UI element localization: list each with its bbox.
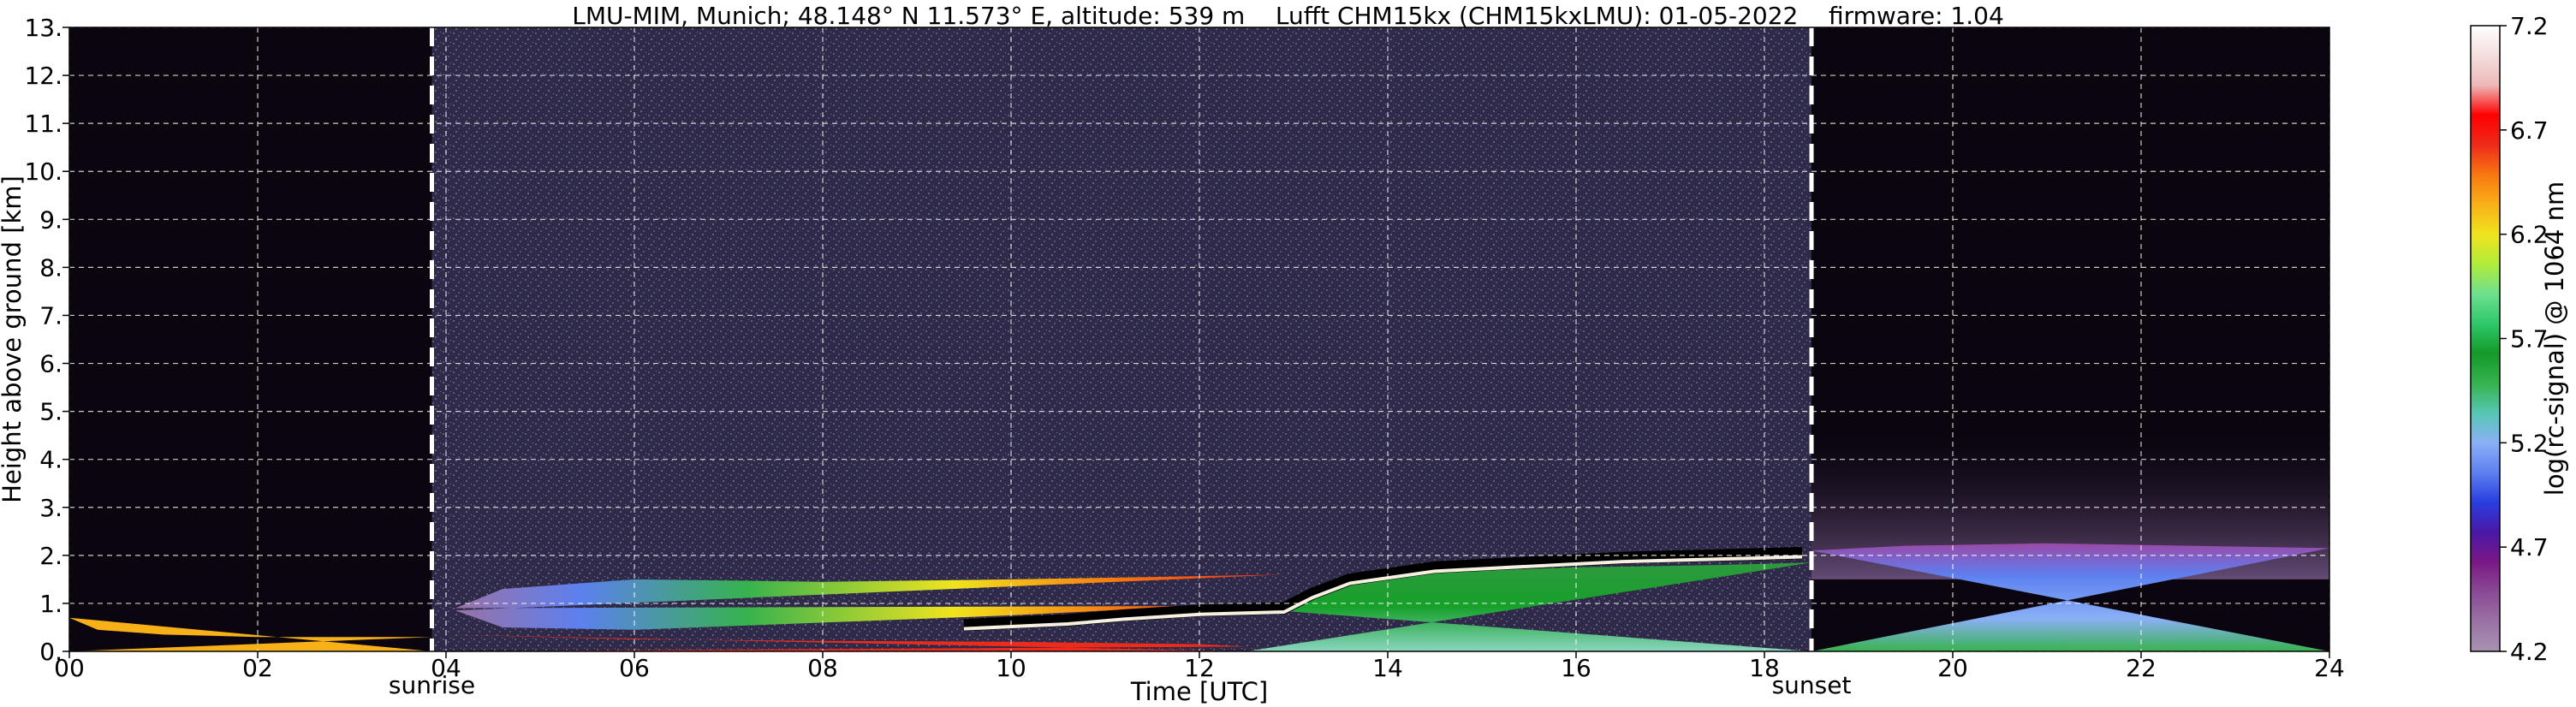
colorbar: 4.2 4.7 5.2 5.7 6.2 6.7 7.2 log(rc-signal) @ 1… [2470, 12, 2569, 666]
colorbar-tick-label: 4.7 [2510, 533, 2549, 561]
colorbar-tick-label: 4.2 [2510, 638, 2549, 666]
y-tick-label: 12. [24, 62, 62, 90]
y-tick-label: 0. [39, 638, 62, 666]
grid-lines [69, 27, 2329, 651]
x-tick-label: 14 [1372, 654, 1403, 682]
x-tick-label: 16 [1561, 654, 1591, 682]
colorbar-gradient [2470, 25, 2501, 652]
morning-aerosol-layer [455, 574, 1284, 630]
night-background-morning [69, 27, 432, 651]
y-tick-label: 7. [39, 301, 62, 330]
surface-layer [446, 634, 1246, 651]
x-tick-label: 00 [54, 654, 85, 682]
x-tick-label: 04 [431, 654, 461, 682]
sunrise-label: sunrise [389, 671, 475, 699]
evening-aerosol-layer [1812, 543, 2329, 651]
y-axis-ticks: 0. 1. 2. 3. 4. 5. 6. 7. 8. 9. 10. 11. 12. 13. [24, 14, 69, 666]
cloud-top-line [963, 547, 1803, 632]
colorbar-tick-label: 6.7 [2510, 116, 2549, 145]
colorbar-tick-label: 5.7 [2510, 325, 2549, 354]
chart-title: LMU-MIM, Munich; 48.148° N 11.573° E, al… [572, 2, 2004, 30]
colorbar-label: log(rc-signal) @ 1064 nm [2540, 181, 2569, 496]
x-tick-label: 10 [996, 654, 1026, 682]
colorbar-tick-label: 6.2 [2510, 221, 2549, 249]
colorbar-ticks: 4.2 4.7 5.2 5.7 6.2 6.7 7.2 [2500, 12, 2549, 666]
y-tick-label: 2. [39, 542, 62, 570]
x-axis-ticks: 00 02 04 06 08 10 12 14 16 18 20 22 24 [54, 651, 2345, 682]
y-tick-label: 8. [39, 253, 62, 282]
surface-layer-night [69, 617, 432, 651]
y-tick-label: 3. [39, 494, 62, 522]
cloud-edge-line [963, 555, 1803, 631]
y-tick-label: 13. [24, 14, 62, 42]
y-axis-label: Height above ground [km] [0, 175, 27, 503]
y-tick-label: 10. [24, 157, 62, 186]
y-tick-label: 4. [39, 446, 62, 474]
y-tick-label: 6. [39, 350, 62, 378]
colorbar-tick-label: 5.2 [2510, 429, 2549, 457]
x-tick-label: 20 [1937, 654, 1968, 682]
event-labels: sunrise sunset [389, 671, 1852, 699]
x-tick-label: 02 [242, 654, 273, 682]
noise-layer [431, 27, 1812, 651]
x-axis-label: Time [UTC] [1130, 677, 1268, 706]
plot-area [69, 27, 2329, 651]
y-tick-label: 11. [24, 110, 62, 138]
event-lines [430, 27, 1814, 651]
y-tick-label: 9. [39, 205, 62, 234]
sunset-label: sunset [1772, 671, 1852, 699]
x-tick-label: 18 [1749, 654, 1780, 682]
x-tick-label: 24 [2314, 654, 2345, 682]
y-tick-label: 1. [39, 590, 62, 618]
x-tick-label: 22 [2126, 654, 2157, 682]
colorbar-tick-label: 7.2 [2510, 12, 2549, 40]
x-tick-label: 12 [1184, 654, 1215, 682]
x-tick-label: 08 [807, 654, 838, 682]
y-tick-label: 5. [39, 398, 62, 426]
x-tick-label: 06 [619, 654, 650, 682]
